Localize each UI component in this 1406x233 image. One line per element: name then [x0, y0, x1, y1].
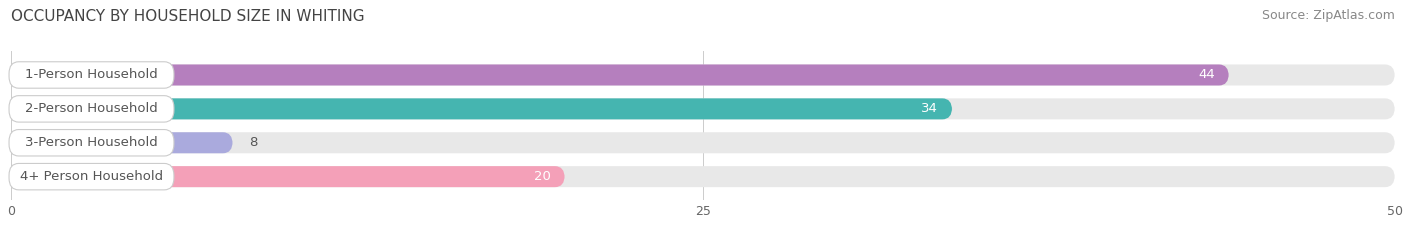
FancyBboxPatch shape	[11, 65, 1395, 86]
FancyBboxPatch shape	[11, 132, 1395, 153]
Text: 3-Person Household: 3-Person Household	[25, 136, 157, 149]
FancyBboxPatch shape	[11, 98, 952, 119]
FancyBboxPatch shape	[8, 130, 174, 156]
FancyBboxPatch shape	[11, 166, 1395, 187]
Text: 20: 20	[534, 170, 551, 183]
Text: 34: 34	[921, 102, 938, 115]
Text: 1-Person Household: 1-Person Household	[25, 69, 157, 82]
FancyBboxPatch shape	[11, 65, 1229, 86]
FancyBboxPatch shape	[11, 166, 565, 187]
Text: OCCUPANCY BY HOUSEHOLD SIZE IN WHITING: OCCUPANCY BY HOUSEHOLD SIZE IN WHITING	[11, 9, 366, 24]
Text: 2-Person Household: 2-Person Household	[25, 102, 157, 115]
Text: 44: 44	[1198, 69, 1215, 82]
FancyBboxPatch shape	[8, 62, 174, 88]
Text: 4+ Person Household: 4+ Person Household	[20, 170, 163, 183]
FancyBboxPatch shape	[11, 98, 1395, 119]
Text: Source: ZipAtlas.com: Source: ZipAtlas.com	[1261, 9, 1395, 22]
FancyBboxPatch shape	[8, 96, 174, 122]
Text: 8: 8	[249, 136, 257, 149]
FancyBboxPatch shape	[11, 132, 232, 153]
FancyBboxPatch shape	[8, 163, 174, 190]
